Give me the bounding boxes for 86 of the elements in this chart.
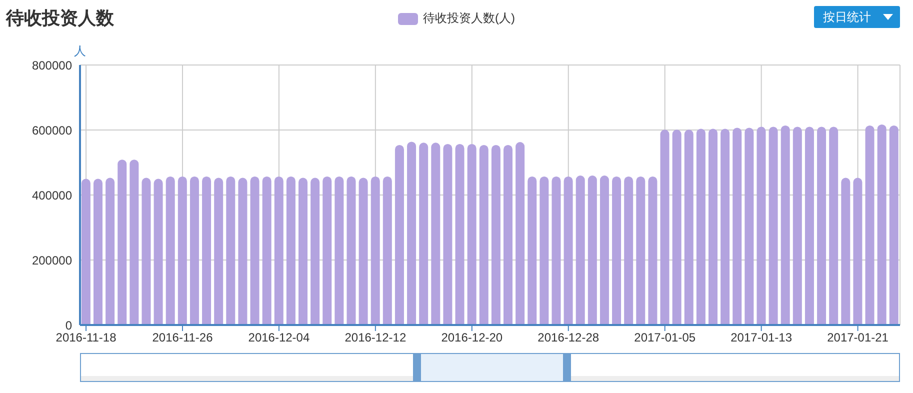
bar <box>407 142 416 325</box>
bar <box>491 144 500 325</box>
y-tick-label: 0 <box>65 318 72 332</box>
bar <box>660 130 670 325</box>
bar <box>612 176 622 325</box>
bar <box>250 176 260 325</box>
bar <box>358 178 368 325</box>
y-tick-label: 800000 <box>32 58 72 72</box>
bar <box>877 124 886 325</box>
x-tick-label: 2016-12-04 <box>248 330 310 345</box>
x-tick-label: 2017-01-13 <box>730 330 792 345</box>
bar <box>190 176 199 325</box>
bar <box>829 126 838 325</box>
bar <box>118 160 127 325</box>
x-tick-label: 2017-01-21 <box>827 330 889 345</box>
bar <box>564 176 573 325</box>
bar <box>479 144 488 325</box>
bar <box>142 178 151 325</box>
bar <box>516 142 525 325</box>
bar <box>94 178 103 325</box>
bar <box>684 130 694 325</box>
bar <box>817 126 826 325</box>
bar <box>841 178 850 325</box>
bar <box>780 125 790 325</box>
legend-label: 待收投资人数(人) <box>423 10 515 27</box>
bar <box>214 178 224 325</box>
bar <box>732 128 742 325</box>
bar <box>346 176 356 325</box>
bar <box>576 176 585 325</box>
bar <box>106 178 115 325</box>
x-tick-label: 2016-11-18 <box>56 330 117 345</box>
bar <box>334 176 344 325</box>
bar <box>286 176 296 325</box>
bar <box>310 178 320 325</box>
bar <box>624 176 634 325</box>
bar <box>672 130 682 325</box>
bar <box>154 178 163 325</box>
bar <box>600 176 609 325</box>
bar <box>443 144 452 325</box>
bar <box>130 160 139 325</box>
bar <box>540 176 549 325</box>
y-tick-label: 200000 <box>32 253 72 268</box>
bar <box>226 176 236 325</box>
bar <box>636 176 646 325</box>
chart-title: 待收投资人数 <box>6 7 114 30</box>
bar <box>720 128 730 325</box>
x-tick-label: 2016-11-26 <box>152 330 214 345</box>
bar <box>804 126 814 325</box>
bar <box>768 126 778 325</box>
bar <box>865 125 874 325</box>
x-tick-label: 2016-12-20 <box>441 330 503 345</box>
bar <box>382 176 392 325</box>
bar <box>853 178 862 325</box>
y-axis-title: 人 <box>74 43 86 60</box>
bar <box>419 142 428 325</box>
bar <box>455 144 464 325</box>
bar <box>696 128 706 325</box>
x-tick-label: 2017-01-05 <box>634 330 696 345</box>
bar <box>744 128 754 325</box>
bar <box>467 144 476 325</box>
group-by-day-dropdown: 按日统计 <box>814 6 900 28</box>
bar <box>394 144 404 325</box>
bar <box>166 176 175 325</box>
bar <box>202 176 212 325</box>
bar <box>756 126 766 325</box>
bar <box>238 178 248 325</box>
bar <box>370 176 380 325</box>
bar <box>528 176 537 325</box>
bar <box>708 128 718 325</box>
bar <box>322 176 332 325</box>
bar <box>262 176 272 325</box>
bar <box>81 178 90 325</box>
bar <box>178 176 187 325</box>
bar <box>792 126 802 325</box>
bar <box>298 178 308 325</box>
x-tick-label: 2016-12-12 <box>344 330 406 345</box>
bar <box>588 176 597 325</box>
bar <box>504 144 513 325</box>
bar <box>552 176 561 325</box>
bar <box>648 176 658 325</box>
y-tick-label: 400000 <box>32 188 72 202</box>
x-tick-label: 2016-12-28 <box>538 330 600 345</box>
y-tick-label: 600000 <box>32 123 72 138</box>
bar <box>889 125 898 325</box>
bar <box>274 176 284 325</box>
bar <box>431 142 440 325</box>
